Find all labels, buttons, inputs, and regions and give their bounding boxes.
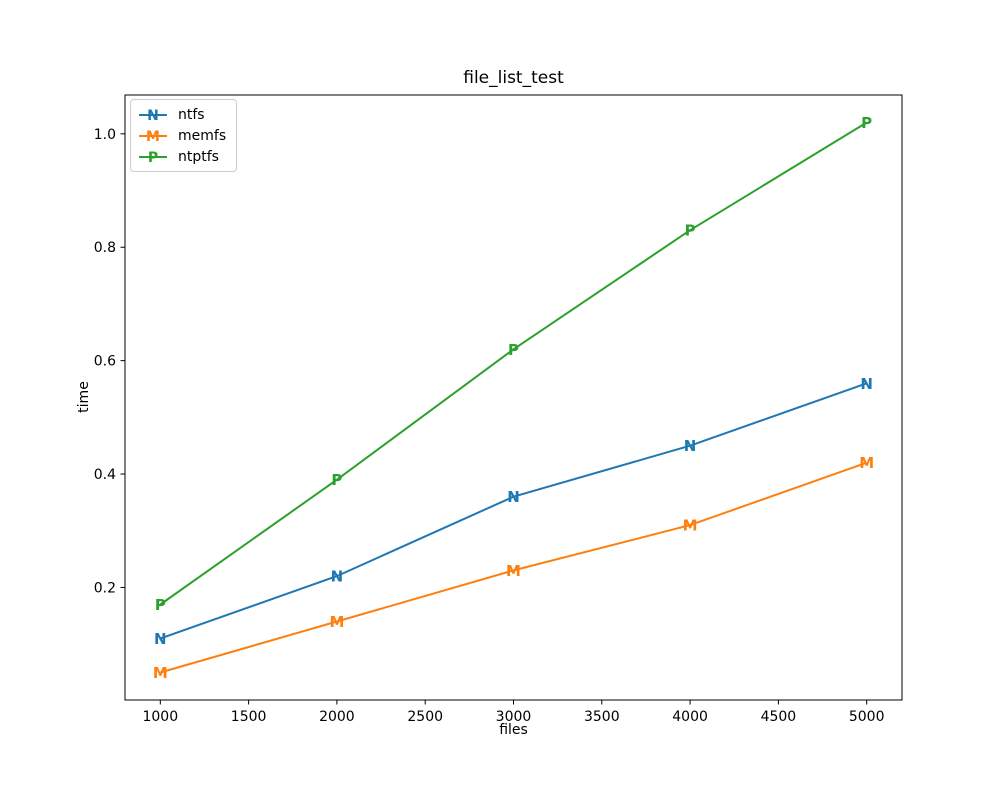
y-tick-label: 0.2 <box>94 580 116 596</box>
chart-title: file_list_test <box>463 68 564 88</box>
y-tick-label: 0.8 <box>94 240 116 256</box>
legend-label-ntptfs: ntptfs <box>178 148 219 165</box>
x-tick-label: 1500 <box>231 709 267 725</box>
y-tick-label: 0.6 <box>94 354 116 370</box>
data-point-marker-memfs: M <box>683 517 698 535</box>
series-line-memfs <box>160 461 868 674</box>
data-point-marker-ntptfs: P <box>861 114 872 132</box>
data-point-marker-ntfs: N <box>684 437 697 455</box>
data-point-marker-memfs: M <box>329 613 344 631</box>
data-point-marker-ntptfs: P <box>155 596 166 614</box>
x-tick-label: 4500 <box>761 709 797 725</box>
x-tick-label: 3000 <box>496 709 532 725</box>
data-point-marker-memfs: M <box>506 562 521 580</box>
legend-marker-letter: P <box>148 150 158 166</box>
y-axis-label: time <box>76 381 92 413</box>
y-tick-label: 1.0 <box>94 127 116 143</box>
data-point-marker-memfs: M <box>153 664 168 682</box>
data-point-marker-memfs: M <box>859 454 874 472</box>
data-point-marker-ntfs: N <box>860 375 873 393</box>
legend-line-marker-ntfs: N <box>139 108 167 124</box>
legend-line-marker-memfs: M <box>139 129 167 145</box>
x-tick-label: 3500 <box>584 709 620 725</box>
data-point-marker-ntptfs: P <box>685 222 696 240</box>
y-tick-label: 0.4 <box>94 467 116 483</box>
data-point-marker-ntptfs: P <box>508 341 519 359</box>
series-line-ntfs <box>159 382 868 640</box>
legend-label-memfs: memfs <box>178 127 227 144</box>
legend-marker-letter: M <box>146 129 160 145</box>
data-point-marker-ntptfs: P <box>331 471 342 489</box>
x-tick-label: 1000 <box>142 709 178 725</box>
data-point-marker-ntfs: N <box>154 630 167 648</box>
data-point-marker-ntfs: N <box>507 488 520 506</box>
x-tick-label: 5000 <box>849 709 885 725</box>
x-axis-label: files <box>499 722 528 738</box>
legend-marker-letter: N <box>147 108 159 124</box>
legend-label-ntfs: ntfs <box>178 106 205 123</box>
x-tick-label: 2500 <box>407 709 443 725</box>
series-line-ntptfs <box>159 121 868 606</box>
x-tick-label: 2000 <box>319 709 355 725</box>
legend-line-marker-ntptfs: P <box>139 150 167 166</box>
data-point-marker-ntfs: N <box>331 568 344 586</box>
x-tick-label: 4000 <box>672 709 708 725</box>
